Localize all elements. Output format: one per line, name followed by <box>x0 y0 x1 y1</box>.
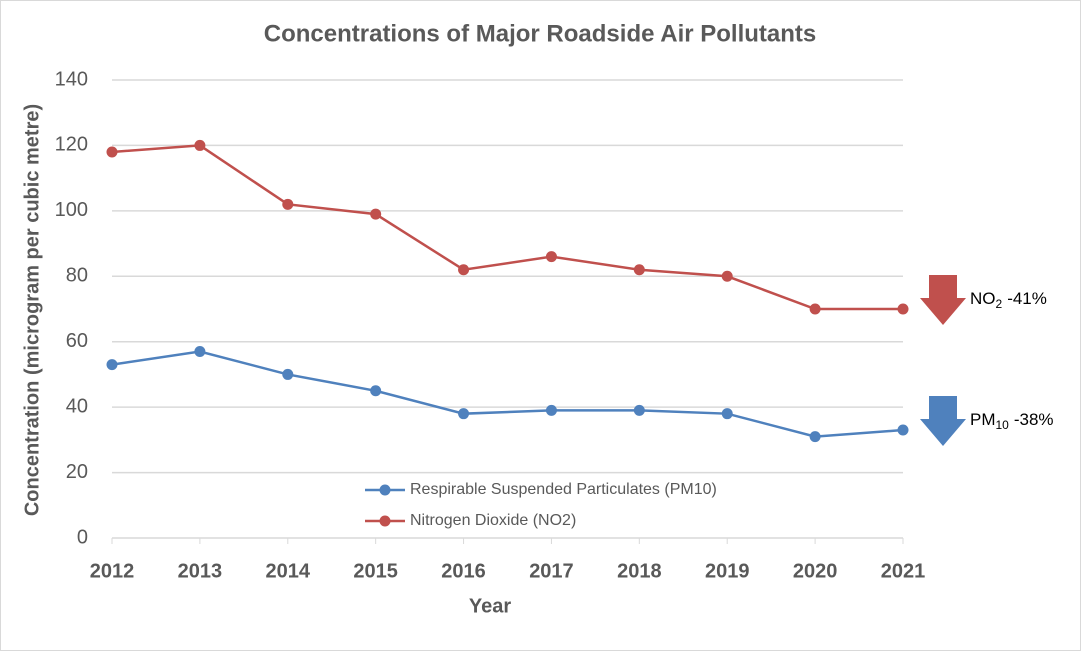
data-point <box>194 346 206 358</box>
x-tick-label: 2020 <box>793 560 838 582</box>
data-point <box>897 424 909 436</box>
y-tick-label: 40 <box>66 395 88 417</box>
x-tick-label: 2021 <box>881 560 926 582</box>
data-point <box>106 359 118 371</box>
chart-title: Concentrations of Major Roadside Air Pol… <box>264 20 817 47</box>
annotation: PM10 -38% <box>970 411 1054 433</box>
annotation-text: -38% <box>1014 411 1054 430</box>
x-tick-label: 2016 <box>441 560 486 582</box>
data-point <box>633 404 645 416</box>
data-point <box>897 303 909 315</box>
data-point <box>545 404 557 416</box>
x-tick-label: 2018 <box>617 560 662 582</box>
data-point <box>633 264 645 276</box>
arrow <box>920 396 966 447</box>
y-tick-label: 0 <box>77 526 88 548</box>
x-tick-label: 2014 <box>266 560 311 582</box>
x-tick-label: 2019 <box>705 560 750 582</box>
y-tick-label: 60 <box>66 330 88 352</box>
annotation-label: NO <box>970 289 996 308</box>
y-tick-label: 120 <box>55 134 88 156</box>
data-point <box>809 431 821 443</box>
y-tick-label: 20 <box>66 461 88 483</box>
data-point <box>370 385 382 397</box>
x-tick-label: 2017 <box>529 560 574 582</box>
arrow <box>920 275 966 325</box>
y-tick-label: 100 <box>55 199 88 221</box>
x-tick-label: 2015 <box>353 560 398 582</box>
data-point <box>282 368 294 380</box>
series-line <box>111 350 904 438</box>
data-point <box>370 208 382 220</box>
annotation-text: -41% <box>1007 289 1047 308</box>
data-point <box>106 146 118 158</box>
data-point <box>458 264 470 276</box>
legend-marker <box>379 515 391 527</box>
data-point <box>458 408 470 420</box>
x-tick-label: 2013 <box>178 560 223 582</box>
y-axis-title: Concentration (microgram per cubic metre… <box>21 104 43 516</box>
legend-label: Nitrogen Dioxide (NO2) <box>410 512 576 529</box>
annotation-label: PM <box>970 411 996 430</box>
data-point <box>809 303 821 315</box>
legend-marker <box>379 484 391 496</box>
data-point <box>721 408 733 420</box>
y-tick-label: 80 <box>66 265 88 287</box>
series-line <box>111 144 903 311</box>
data-point <box>194 139 206 151</box>
annotation-subscript: 2 <box>996 297 1003 311</box>
y-tick-label: 140 <box>55 68 88 90</box>
data-point <box>282 198 294 210</box>
annotation: NO2 -41% <box>970 289 1047 311</box>
data-point <box>721 270 733 282</box>
x-axis-title: Year <box>469 595 511 617</box>
data-point <box>545 251 557 263</box>
x-tick-label: 2012 <box>90 560 135 582</box>
legend-label: Respirable Suspended Particulates (PM10) <box>410 481 717 498</box>
annotation-subscript: 10 <box>996 418 1010 432</box>
